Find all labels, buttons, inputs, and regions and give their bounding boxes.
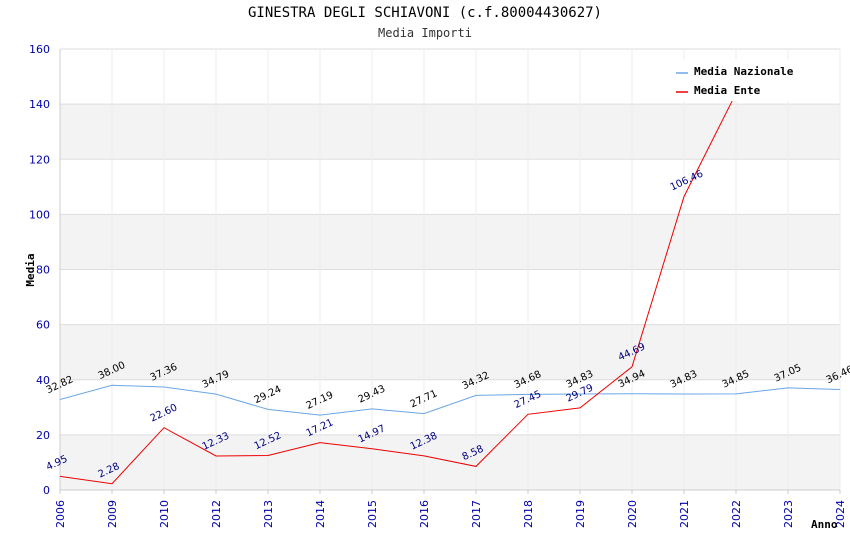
x-tick-label: 2024 [834,500,847,528]
x-tick-label: 2021 [678,500,691,528]
y-axis-title: Media [24,253,37,286]
y-tick-label: 0 [43,484,50,497]
x-tick-label: 2009 [106,500,119,528]
grid-lines [59,48,841,491]
y-tick-label: 140 [29,98,50,111]
data-label-ente: 106.46 [669,169,705,194]
y-tick-label: 160 [29,43,50,56]
x-tick-label: 2012 [210,500,223,528]
grid-bands [60,104,840,490]
chart-subtitle: Media Importi [378,26,472,40]
chart-title: GINESTRA DEGLI SCHIAVONI (c.f.8000443062… [247,5,602,21]
y-tick-label: 80 [36,264,50,277]
y-tick-label: 100 [29,208,50,221]
y-tick-label: 120 [29,153,50,166]
x-tick-label: 2020 [626,500,639,528]
grid-band [60,214,840,270]
series-lines [60,93,840,485]
y-tick-label: 40 [36,374,50,387]
x-tick-label: 2019 [574,500,587,528]
legend-box [669,60,809,101]
axes [59,49,841,494]
x-tick-label: 2016 [418,500,431,528]
legend-label-nazionale: Media Nazionale [694,65,794,78]
x-tick-label: 2006 [54,500,67,528]
x-tick-label: 2014 [314,500,327,528]
y-tick-labels: 0 20 40 60 80 100 120 140 160 [29,43,50,497]
legend: Media Nazionale Media Ente [669,60,809,101]
grid-band [60,324,840,380]
x-tick-label: 2018 [522,500,535,528]
x-tick-label: 2017 [470,500,483,528]
x-tick-label: 2010 [158,500,171,528]
series-line-nazionale [60,384,840,416]
x-tick-label: 2022 [730,500,743,528]
y-tick-label: 20 [36,429,50,442]
series-line-ente [60,93,737,485]
y-tick-label: 60 [36,319,50,332]
x-axis-title: Anno [811,518,838,531]
x-tick-label: 2023 [782,500,795,528]
grid-band [60,434,840,490]
x-tick-labels: 2006 2009 2010 2012 2013 2014 2015 2016 2017 2018… [54,500,847,528]
x-tick-label: 2015 [366,500,379,528]
grid-band [60,104,840,160]
x-tick-label: 2013 [262,500,275,528]
legend-label-ente: Media Ente [694,84,761,97]
